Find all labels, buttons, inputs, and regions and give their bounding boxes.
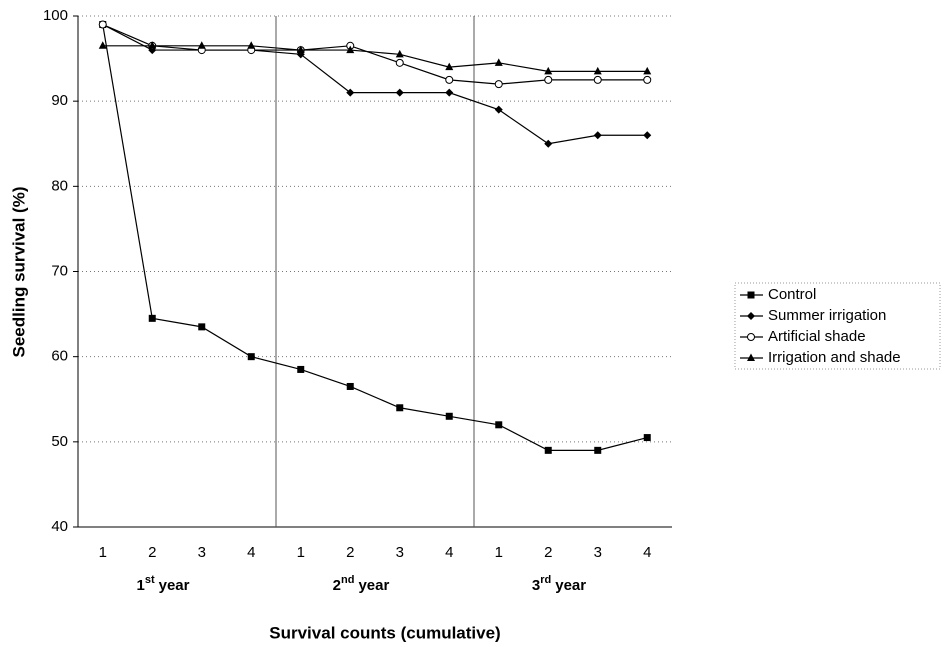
y-axis-label: Seedling survival (%) <box>9 187 28 358</box>
marker <box>198 323 206 331</box>
x-tick-label: 1 <box>297 544 305 561</box>
marker <box>445 412 453 420</box>
group-label: 2nd year <box>333 574 390 594</box>
group-word: year <box>159 577 190 594</box>
x-tick-label: 2 <box>148 544 156 561</box>
group-suffix: rd <box>540 574 551 586</box>
legend-label: Summer irrigation <box>768 307 886 324</box>
legend-label: Control <box>768 286 816 303</box>
series-line <box>102 24 648 451</box>
marker <box>494 58 503 66</box>
marker <box>395 88 404 97</box>
marker <box>445 75 454 84</box>
x-tick-label: 2 <box>346 544 354 561</box>
series-line <box>102 23 648 145</box>
marker <box>544 66 553 75</box>
marker <box>346 45 355 54</box>
marker <box>544 139 553 148</box>
x-tick-label: 1 <box>495 544 503 561</box>
marker <box>643 131 652 140</box>
marker <box>544 75 553 84</box>
group-label: 1st year <box>137 574 190 594</box>
marker <box>494 105 503 114</box>
group-label: 3rd year <box>532 574 586 594</box>
x-tick-label: 3 <box>594 544 602 561</box>
marker <box>346 382 354 390</box>
x-tick-label: 3 <box>396 544 404 561</box>
legend-marker <box>747 291 755 299</box>
group-suffix: st <box>145 574 155 586</box>
marker <box>98 41 107 49</box>
y-tick-label: 70 <box>51 262 68 279</box>
x-tick-label: 4 <box>445 544 453 561</box>
marker <box>643 75 652 84</box>
marker <box>593 131 602 140</box>
series-line <box>102 23 648 85</box>
marker <box>494 80 503 89</box>
marker <box>148 314 156 322</box>
legend-marker <box>747 333 755 341</box>
marker <box>197 41 206 49</box>
marker <box>297 365 305 373</box>
y-tick-label: 60 <box>51 348 68 365</box>
legend-marker <box>747 353 755 361</box>
marker <box>445 62 454 71</box>
group-number: 3 <box>532 577 540 594</box>
x-axis-label: Survival counts (cumulative) <box>269 623 500 642</box>
legend-label: Artificial shade <box>768 328 866 345</box>
marker <box>544 446 552 454</box>
group-word: year <box>358 577 389 594</box>
group-number: 1 <box>137 577 145 594</box>
marker <box>395 58 404 67</box>
x-tick-label: 4 <box>247 544 255 561</box>
marker <box>643 434 651 442</box>
x-tick-label: 1 <box>99 544 107 561</box>
marker <box>445 88 454 97</box>
y-tick-label: 40 <box>51 518 68 535</box>
marker <box>396 404 404 412</box>
marker <box>148 41 157 49</box>
group-word: year <box>555 577 586 594</box>
marker <box>395 49 404 58</box>
marker <box>98 20 107 29</box>
marker <box>643 66 652 75</box>
y-tick-label: 100 <box>43 7 68 24</box>
marker <box>594 446 602 454</box>
group-number: 2 <box>333 577 341 594</box>
marker <box>593 66 602 75</box>
marker <box>346 88 355 97</box>
x-tick-label: 2 <box>544 544 552 561</box>
y-tick-label: 50 <box>51 433 68 450</box>
x-tick-label: 3 <box>198 544 206 561</box>
x-tick-label: 4 <box>643 544 651 561</box>
marker <box>593 75 602 84</box>
legend-label: Irrigation and shade <box>768 349 901 366</box>
marker <box>247 41 256 49</box>
y-tick-label: 80 <box>51 177 68 194</box>
marker <box>495 421 503 429</box>
legend-marker <box>747 312 755 320</box>
y-tick-label: 90 <box>51 92 68 109</box>
group-suffix: nd <box>341 574 354 586</box>
legend-box <box>734 282 941 370</box>
marker <box>247 353 255 361</box>
marker <box>296 45 305 54</box>
series-line <box>102 45 648 72</box>
